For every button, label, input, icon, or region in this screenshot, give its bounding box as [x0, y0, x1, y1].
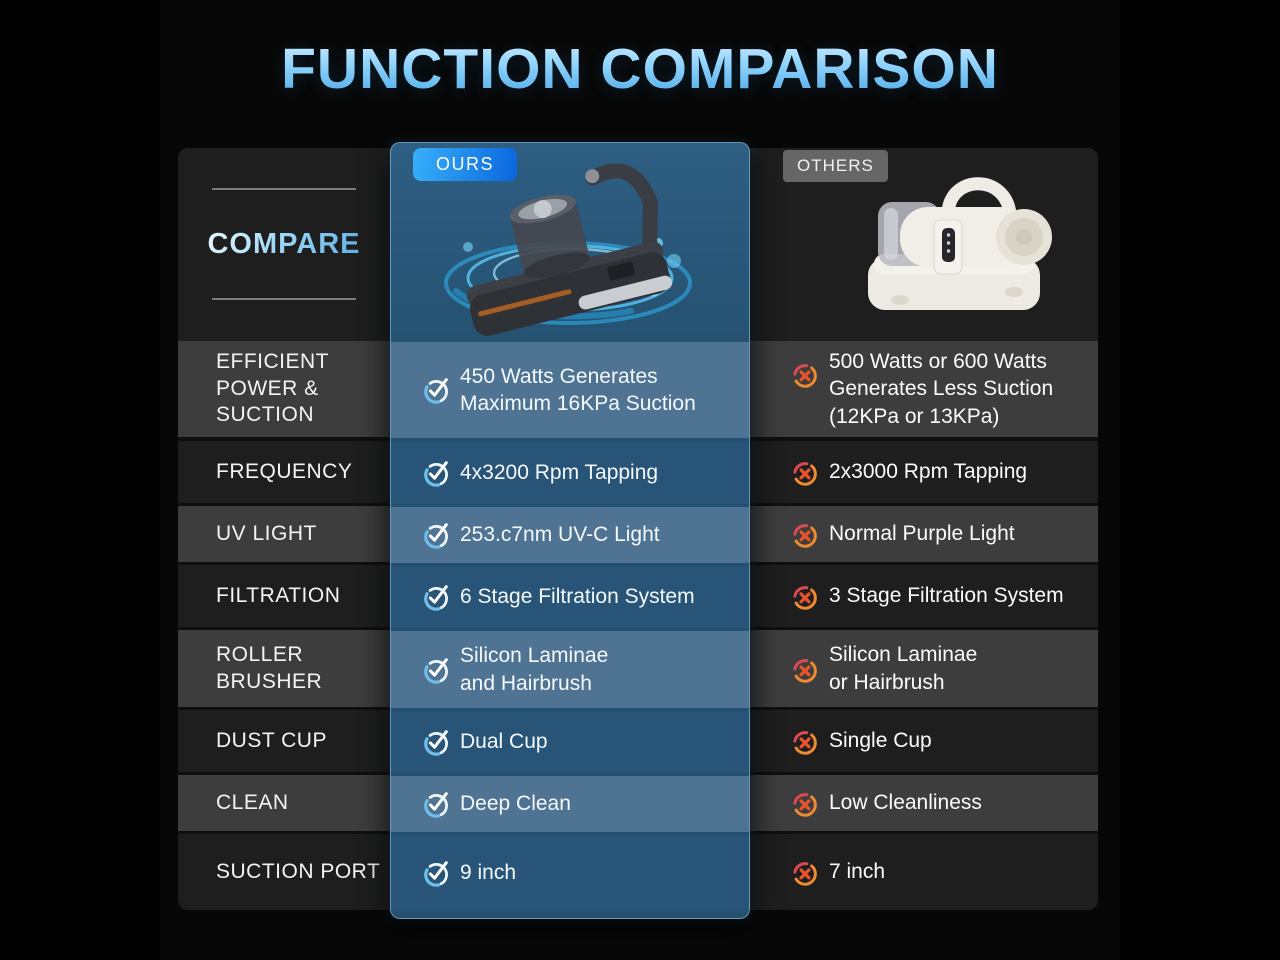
ours-values: 450 Watts Generates Maximum 16KPa Suctio… [391, 342, 749, 911]
table-rows: EFFICIENT POWER & SUCTION 500 Watts or 6… [178, 341, 1098, 910]
others-value: 500 Watts or 600 Watts Generates Less Su… [829, 350, 1054, 428]
feature-label: ROLLER BRUSHER [178, 630, 390, 707]
others-value-cell: 2x3000 Rpm Tapping [750, 441, 1098, 503]
table-row: EFFICIENT POWER & SUCTION 500 Watts or 6… [178, 341, 1098, 437]
feature-label: CLEAN [178, 775, 390, 831]
ours-value: 6 Stage Filtration System [460, 585, 695, 609]
x-circle-icon [793, 862, 817, 886]
others-value: Normal Purple Light [829, 522, 1015, 546]
x-circle-icon [793, 793, 817, 817]
ours-value-cell: Deep Clean [391, 776, 749, 832]
comparison-table: COMPARE OTHERS [178, 148, 1098, 910]
others-value-cell: 7 inch [750, 834, 1098, 910]
feature-label: FILTRATION [178, 565, 390, 627]
divider-line-top [212, 188, 356, 190]
ours-product-image [444, 163, 692, 336]
ours-value-cell: Silicon Laminae and Hairbrush [391, 631, 749, 708]
compare-label: COMPARE [207, 227, 361, 260]
others-value-cell: Silicon Laminae or Hairbrush [750, 630, 1098, 707]
x-circle-icon [793, 731, 817, 755]
check-circle-icon [424, 378, 448, 404]
others-product-image [868, 177, 1052, 310]
feature-label: SUCTION PORT [178, 834, 390, 910]
others-value: 3 Stage Filtration System [829, 584, 1064, 608]
check-circle-icon [424, 461, 448, 487]
feature-label: EFFICIENT POWER & SUCTION [178, 341, 390, 437]
ours-value: 9 inch [460, 861, 517, 885]
x-circle-icon [793, 524, 817, 548]
others-value: 2x3000 Rpm Tapping [829, 460, 1028, 484]
x-circle-icon [793, 364, 817, 388]
table-row: UV LIGHT Normal Purple Light [178, 506, 1098, 562]
others-value-cell: Normal Purple Light [750, 506, 1098, 562]
ours-value-cell: 4x3200 Rpm Tapping [391, 442, 749, 504]
ours-value-cell: Dual Cup [391, 711, 749, 773]
ours-value: Dual Cup [460, 730, 548, 754]
ours-value-cell: 450 Watts Generates Maximum 16KPa Suctio… [391, 342, 749, 438]
ours-value: Deep Clean [460, 792, 571, 816]
others-value: Single Cup [829, 729, 932, 753]
check-circle-icon [424, 861, 448, 887]
x-circle-icon [793, 586, 817, 610]
table-row: ROLLER BRUSHER Silicon Laminae or Hairbr… [178, 630, 1098, 707]
feature-label: UV LIGHT [178, 506, 390, 562]
ours-value: 4x3200 Rpm Tapping [460, 461, 659, 485]
x-circle-icon [793, 658, 817, 683]
table-row: FILTRATION 3 Stage Filtration System [178, 565, 1098, 627]
ours-value-cell: 253.c7nm UV-C Light [391, 507, 749, 563]
check-circle-icon [424, 523, 448, 549]
others-value-cell: Single Cup [750, 710, 1098, 772]
content-area: FUNCTION COMPARISON COMPARE OTHERS [160, 0, 1120, 960]
others-column-badge: OTHERS [783, 150, 888, 182]
check-circle-icon [424, 585, 448, 611]
check-circle-icon [424, 792, 448, 818]
ours-value: 253.c7nm UV-C Light [460, 523, 660, 547]
others-value: 7 inch [829, 860, 886, 884]
divider-line-bottom [212, 298, 356, 300]
ours-value-cell: 9 inch [391, 835, 749, 911]
feature-label: FREQUENCY [178, 441, 390, 503]
ours-column-badge: OURS [413, 148, 518, 181]
x-circle-icon [793, 462, 817, 486]
table-row: SUCTION PORT 7 inch [178, 834, 1098, 910]
others-value-cell: Low Cleanliness [750, 775, 1098, 831]
check-circle-icon [424, 730, 448, 756]
others-value-cell: 3 Stage Filtration System [750, 565, 1098, 627]
table-row: CLEAN Low Cleanliness [178, 775, 1098, 831]
check-circle-icon [424, 657, 448, 684]
table-row: DUST CUP Single Cup [178, 710, 1098, 772]
compare-header: COMPARE [178, 188, 390, 300]
feature-label: DUST CUP [178, 710, 390, 772]
ours-column-panel: OURS [390, 142, 750, 919]
page-title: FUNCTION COMPARISON [160, 36, 1120, 102]
others-value: Low Cleanliness [829, 791, 982, 815]
ours-value: 450 Watts Generates Maximum 16KPa Suctio… [460, 364, 696, 415]
others-value: Silicon Laminae or Hairbrush [829, 643, 978, 694]
ours-value-cell: 6 Stage Filtration System [391, 566, 749, 628]
others-value-cell: 500 Watts or 600 Watts Generates Less Su… [750, 341, 1098, 437]
ours-value: Silicon Laminae and Hairbrush [460, 644, 609, 695]
table-row: FREQUENCY 2x3000 Rpm Tapping [178, 441, 1098, 503]
